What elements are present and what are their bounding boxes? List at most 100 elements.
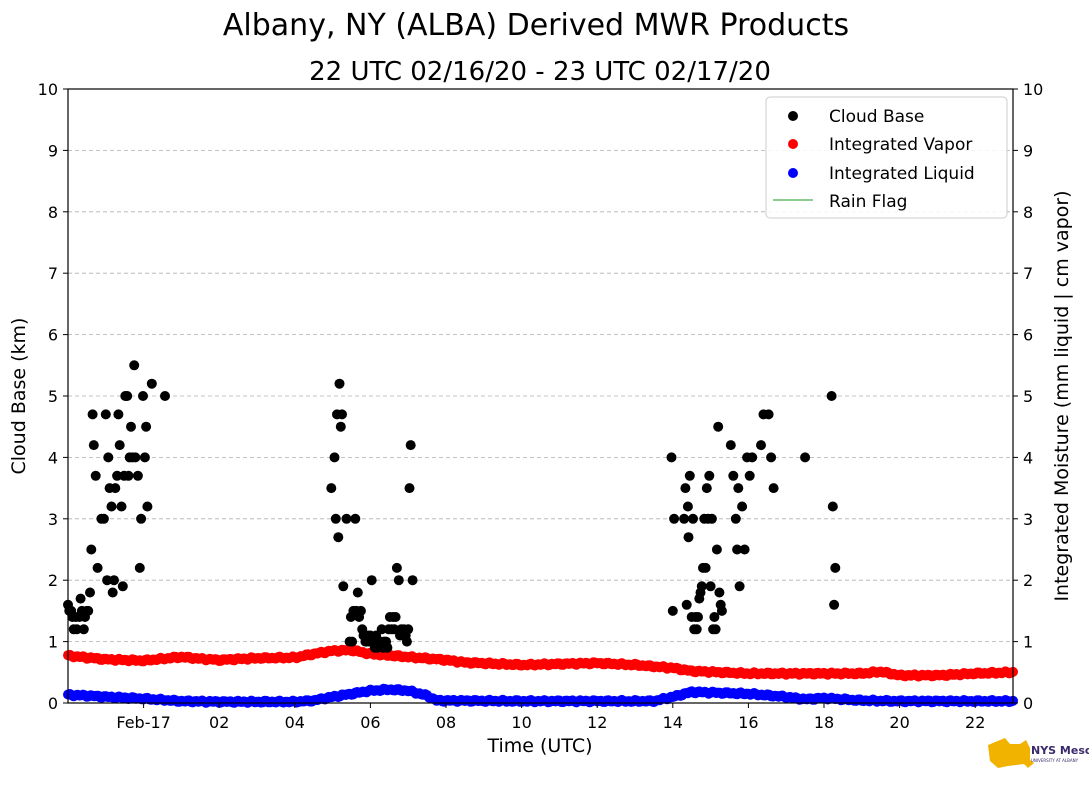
cloud-base-point	[732, 544, 743, 555]
x-tick-label: 08	[436, 713, 456, 732]
cloud-base-point	[401, 636, 412, 647]
cloud-base-point	[716, 605, 727, 616]
cloud-base-point	[705, 581, 716, 592]
cloud-base-point	[728, 470, 739, 481]
cloud-base-point	[142, 501, 153, 512]
x-tick-label: 04	[285, 713, 305, 732]
cloud-base-point	[768, 483, 779, 494]
cloud-base-point	[701, 483, 712, 494]
cloud-base-point	[341, 513, 352, 524]
y-tick-label-left: 6	[48, 326, 58, 345]
cloud-base-point	[102, 575, 113, 586]
cloud-base-point	[114, 440, 125, 451]
cloud-base-point	[334, 378, 345, 389]
x-tick-label: 12	[587, 713, 607, 732]
cloud-base-point	[405, 440, 416, 451]
cloud-base-point	[711, 544, 722, 555]
cloud-base-point	[696, 581, 707, 592]
cloud-base-point	[352, 587, 363, 598]
y-axis-label-left: Cloud Base (km)	[8, 318, 30, 475]
y-tick-label-left: 7	[48, 264, 58, 283]
cloud-base-point	[329, 452, 340, 463]
logo-text: NYS Mesonet	[1031, 744, 1089, 757]
cloud-base-point	[90, 470, 101, 481]
cloud-base-point	[714, 587, 725, 598]
x-tick-label: 20	[889, 713, 909, 732]
cloud-base-point	[829, 599, 840, 610]
cloud-base-point	[376, 624, 387, 635]
cloud-base-point	[132, 470, 143, 481]
cloud-base-point	[391, 562, 402, 573]
cloud-base-point	[683, 532, 694, 543]
cloud-base-point	[713, 421, 724, 432]
cloud-base-point	[366, 575, 377, 586]
cloud-base-point	[688, 513, 698, 524]
y-tick-label-left: 4	[48, 448, 58, 467]
cloud-base-point	[98, 513, 109, 524]
cloud-base-point	[747, 452, 758, 463]
legend-label-rain-flag: Rain Flag	[829, 192, 907, 212]
cloud-base-point	[92, 562, 103, 573]
cloud-base-point	[826, 391, 837, 401]
cloud-base-point	[709, 612, 720, 622]
cloud-base-point	[725, 440, 736, 451]
cloud-base-point	[338, 581, 349, 592]
cloud-base-point	[756, 440, 766, 451]
cloud-base-point	[129, 360, 140, 371]
cloud-base-point	[382, 642, 393, 653]
cloud-base-point	[117, 581, 128, 592]
vapor-series	[63, 644, 1018, 682]
cloud-base-point	[106, 501, 117, 512]
cloud-base-point	[83, 605, 94, 616]
cloud-base-point	[337, 409, 347, 420]
cloud-base-point	[666, 452, 677, 463]
x-tick-label: 06	[360, 713, 380, 732]
cloud-base-point	[107, 587, 118, 598]
x-tick-label: 22	[965, 713, 985, 732]
y-tick-label-right: 10	[1023, 80, 1043, 99]
y-tick-label-left: 0	[48, 694, 58, 713]
cloud-base-point	[78, 624, 89, 635]
cloud-base-point	[116, 501, 127, 512]
x-tick-label: Feb-17	[116, 713, 170, 732]
cloud-base-point	[326, 483, 337, 494]
y-tick-label-left: 5	[48, 387, 58, 406]
cloud-base-point	[100, 409, 111, 420]
y-tick-label-right: 1	[1023, 633, 1033, 652]
ny-state-shape	[988, 738, 1034, 768]
y-tick-label-left: 3	[48, 510, 58, 529]
cloud-base-point	[138, 391, 148, 401]
cloud-base-point	[103, 452, 114, 463]
y-tick-label-left: 10	[38, 80, 58, 99]
cloud-base-series	[63, 360, 841, 653]
legend-box	[765, 96, 1008, 219]
legend-label-cloud-base: Cloud Base	[829, 107, 924, 127]
y-tick-label-right: 3	[1023, 510, 1033, 529]
cloud-base-point	[141, 421, 152, 432]
nys-mesonet-logo: NYS Mesonet UNIVERSITY AT ALBANY	[988, 738, 1089, 768]
cloud-base-point	[71, 624, 82, 635]
cloud-base-point	[403, 624, 414, 635]
cloud-base-point	[744, 470, 755, 481]
legend-marker-liquid	[788, 168, 798, 178]
cloud-base-point	[739, 544, 750, 555]
cloud-base-point	[113, 409, 124, 420]
legend-marker-cloud-base	[788, 111, 798, 121]
x-tick-label: 02	[209, 713, 229, 732]
cloud-base-point	[85, 587, 95, 598]
cloud-base-point	[766, 452, 777, 463]
y-tick-label-right: 6	[1023, 326, 1033, 345]
y-tick-label-left: 2	[48, 571, 58, 590]
cloud-base-point	[730, 513, 741, 524]
cloud-base-point	[706, 513, 717, 524]
y-tick-label-right: 5	[1023, 387, 1033, 406]
chart-subtitle: 22 UTC 02/16/20 - 23 UTC 02/17/20	[309, 57, 771, 87]
cloud-base-point	[669, 513, 680, 524]
cloud-base-point	[393, 575, 404, 586]
cloud-base-point	[733, 483, 744, 494]
x-tick-label: 10	[511, 713, 531, 732]
cloud-base-point	[123, 470, 134, 481]
cloud-base-point	[693, 612, 703, 622]
legend-label-vapor: Integrated Vapor	[829, 135, 972, 155]
